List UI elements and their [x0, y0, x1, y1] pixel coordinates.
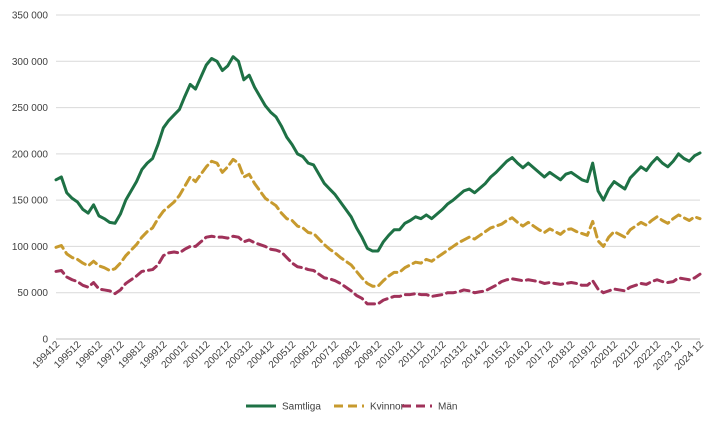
legend-label: Samtliga	[282, 402, 321, 413]
x-axis: 1994121995121996121997121998121999122000…	[31, 338, 706, 373]
y-tick-label: 300 000	[12, 57, 49, 68]
legend: Samtliga Kvinnor Män	[246, 402, 457, 413]
y-tick-label: 150 000	[12, 196, 49, 207]
series-lines	[54, 55, 702, 306]
legend-label: Kvinnor	[370, 402, 405, 413]
y-tick-label: 250 000	[12, 103, 49, 114]
series-line-kvinnor	[54, 157, 702, 288]
y-tick-label: 0	[42, 335, 48, 346]
y-tick-label: 200 000	[12, 149, 49, 160]
gridlines	[56, 14, 700, 340]
y-axis: 0 50 000 100 000 150 000 200 000 250 000 300 0…	[12, 11, 49, 346]
series-line-samtliga	[54, 55, 702, 253]
y-tick-label: 50 000	[17, 288, 48, 299]
y-tick-label: 350 000	[12, 11, 49, 22]
legend-label: Män	[438, 402, 457, 413]
series-line-m-n	[54, 234, 702, 306]
y-tick-label: 100 000	[12, 242, 49, 253]
